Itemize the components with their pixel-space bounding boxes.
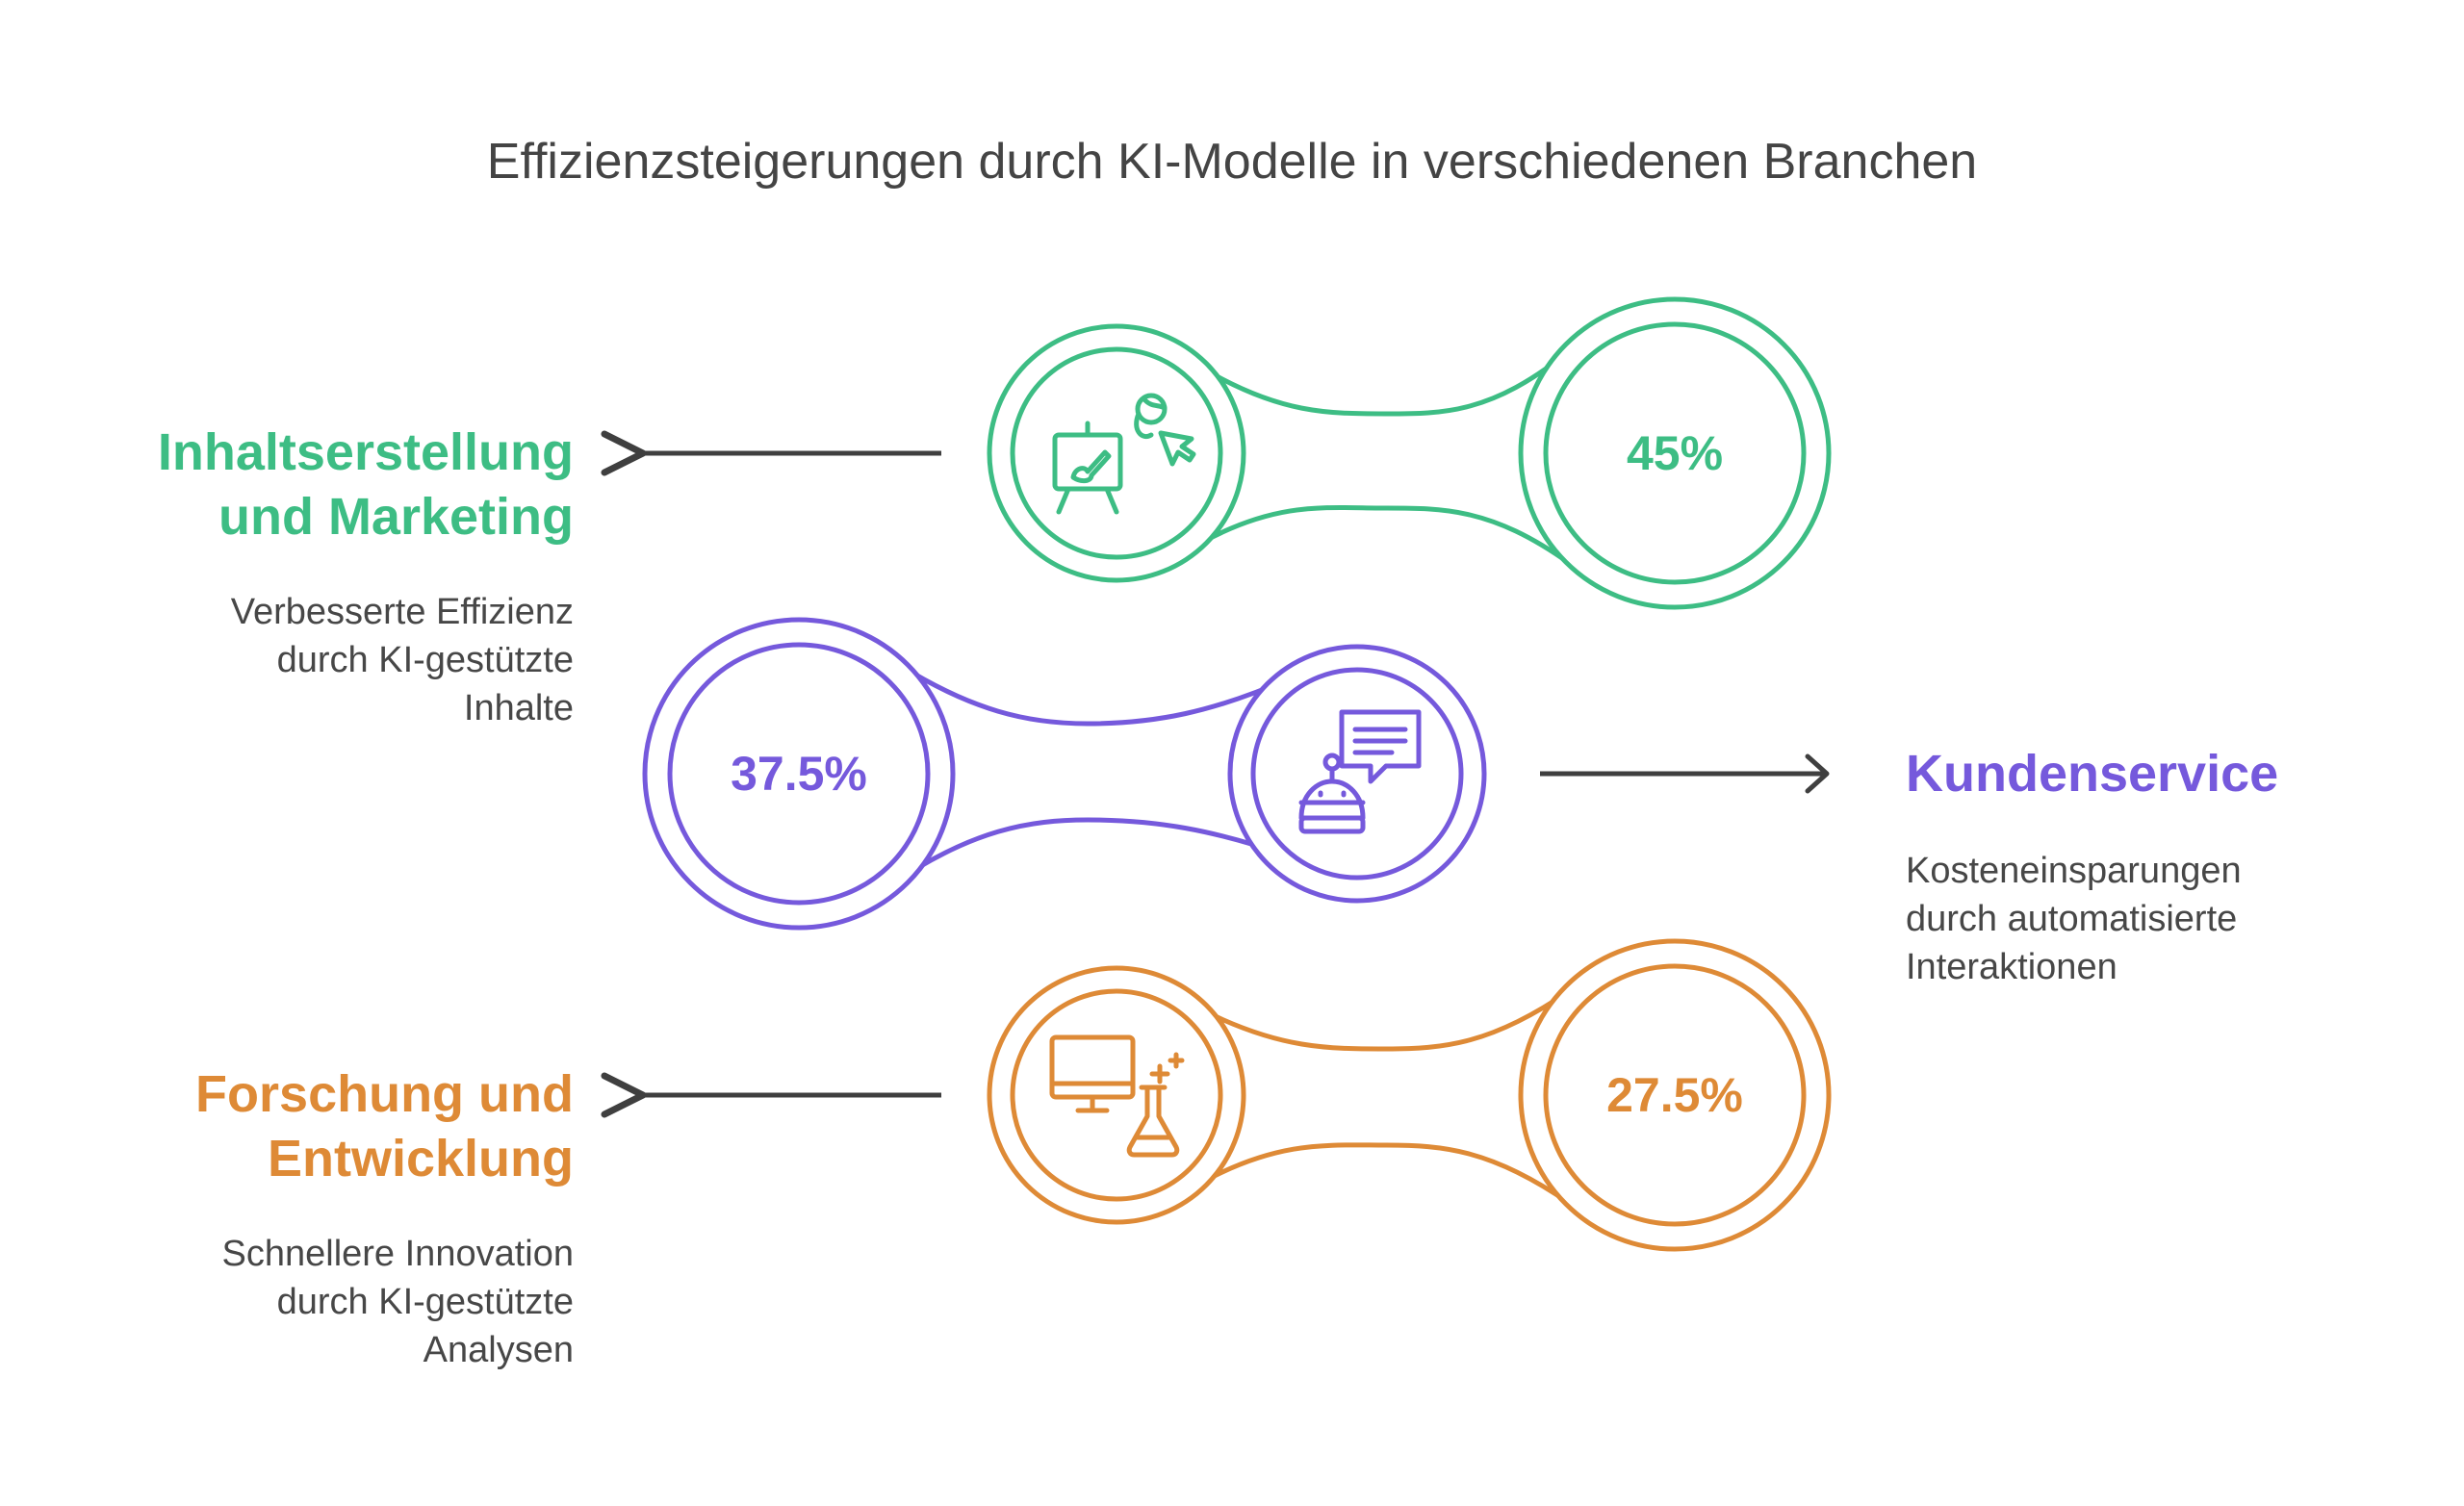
value-node: 45% bbox=[1518, 296, 1832, 610]
arrow-right-head bbox=[1805, 753, 1830, 794]
value-node: 37.5% bbox=[642, 617, 956, 931]
item-heading: Forschung und bbox=[195, 1065, 574, 1123]
icon-node bbox=[987, 965, 1246, 1225]
chatbot-icon bbox=[1298, 709, 1422, 834]
connector-band bbox=[1201, 988, 1571, 1206]
item-research-development: 27.5% Forschung und Entwicklung Schnelle… bbox=[195, 938, 1832, 1370]
item-description: Analysen bbox=[424, 1330, 574, 1370]
value-label: 27.5% bbox=[1606, 1068, 1743, 1122]
item-description: Interaktionen bbox=[1906, 947, 2118, 987]
item-heading: Kundenservice bbox=[1906, 745, 2278, 803]
item-description: durch KI-gestützte bbox=[277, 1282, 574, 1322]
page-title: Effizienzsteigerungen durch KI-Modelle i… bbox=[487, 134, 1977, 190]
research-lab-icon bbox=[1049, 1034, 1185, 1158]
presentation-easel-icon bbox=[1052, 393, 1196, 515]
item-description: Inhalte bbox=[464, 688, 574, 728]
item-heading: und Marketing bbox=[218, 488, 574, 546]
value-label: 45% bbox=[1627, 426, 1723, 480]
item-description: Kosteneinsparungen bbox=[1906, 851, 2242, 891]
value-label: 37.5% bbox=[731, 747, 867, 801]
item-description: Schnellere Innovation bbox=[222, 1234, 574, 1274]
item-heading: Inhaltserstellung bbox=[158, 423, 574, 481]
item-customer-service: 37.5% Kundenservice Kosteneinspar bbox=[642, 617, 2278, 987]
value-node: 27.5% bbox=[1518, 938, 1832, 1252]
icon-node bbox=[1227, 644, 1487, 904]
item-description: durch automatisierte bbox=[1906, 899, 2237, 939]
item-description: durch KI-gestützte bbox=[277, 640, 574, 680]
icon-node bbox=[987, 323, 1246, 583]
item-heading: Entwicklung bbox=[268, 1130, 574, 1187]
connector-band bbox=[888, 656, 1292, 888]
item-description: Verbesserte Effizienz bbox=[231, 592, 574, 632]
item-content-marketing: 45% Inhaltserstellung und Marketing Verb… bbox=[158, 296, 1832, 728]
connector-band bbox=[1201, 349, 1571, 566]
